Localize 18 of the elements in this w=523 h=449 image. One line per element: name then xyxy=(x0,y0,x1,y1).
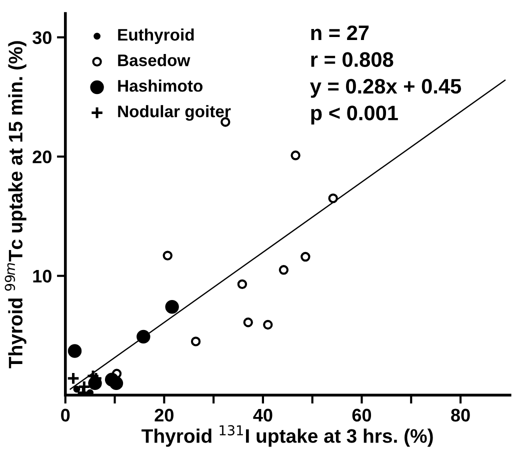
y-tick-label: 10 xyxy=(33,270,52,283)
annotation: p < 0.001 xyxy=(311,106,398,124)
x-tick-label: 60 xyxy=(352,408,372,422)
y-tick-label: 30 xyxy=(32,31,52,44)
annotation: n = 27 xyxy=(311,25,369,40)
legend-label: Basedow xyxy=(118,54,190,66)
y-tick-label: 20 xyxy=(32,150,52,164)
legend-label: Hashimoto xyxy=(118,80,203,92)
x-tick-label: 80 xyxy=(451,408,470,422)
x-tick-label: 40 xyxy=(253,408,272,422)
annotation: r = 0.808 xyxy=(311,52,394,67)
y-axis-title: Thyroid $^{99m}$Tc uptake at 15 min. (%) xyxy=(4,41,26,368)
x-axis-title: Thyroid $^{131}$I uptake at 3 hrs. (%) xyxy=(142,425,433,447)
annotation: y = 0.28x + 0.45 xyxy=(310,78,462,98)
x-tick-label: 20 xyxy=(154,408,174,422)
x-tick-label: 0 xyxy=(61,408,70,422)
legend-label: Nodular goiter xyxy=(118,105,231,121)
legend-label: Euthyroid xyxy=(118,28,194,44)
